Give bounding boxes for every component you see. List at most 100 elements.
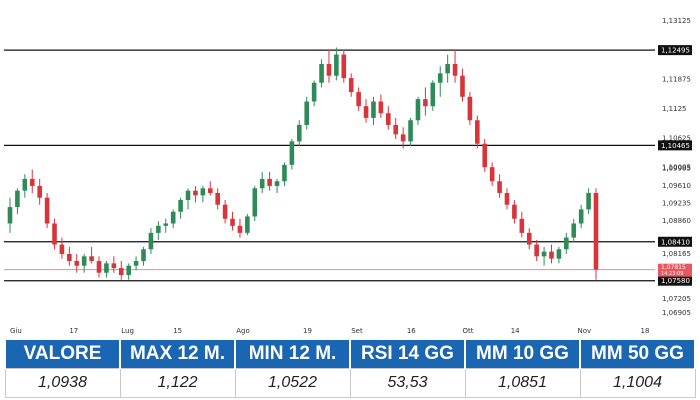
candle-body [512, 204, 517, 219]
candlestick-chart: 1,13125 1,11875 1,1125 1,10625 1,10005 1,0998… [4, 17, 692, 335]
y-tick-label: 1,09235 [662, 200, 691, 208]
candle-body [460, 75, 465, 97]
candle-body [148, 232, 154, 250]
candle-body [178, 200, 183, 212]
candle-body [267, 178, 272, 186]
candle-body [170, 211, 176, 224]
value-mm-50gg: 1,1004 [579, 368, 696, 398]
candle-body [126, 265, 131, 276]
x-tick-label: Ott [462, 327, 473, 335]
header-min-12m: MIN 12 M. [234, 340, 351, 369]
candle-body [541, 251, 547, 257]
level-tag [658, 275, 692, 286]
candle-body [556, 249, 562, 259]
level-label: 1,10465 [661, 142, 690, 150]
level-label: 1,07580 [661, 277, 690, 285]
candle-body [282, 164, 287, 182]
x-tick-label: Nov [577, 327, 591, 335]
x-tick-label: 15 [173, 327, 182, 335]
candle-body [578, 209, 584, 224]
candle-body [207, 188, 213, 193]
candle-body [156, 225, 161, 233]
candle-body [230, 218, 235, 226]
candle-body [237, 225, 243, 233]
y-tick-label: 1,07205 [662, 295, 691, 303]
candle-body [74, 261, 80, 266]
candle-body [274, 181, 280, 186]
candle-body [59, 244, 65, 254]
candle-body [586, 192, 591, 210]
candle-body [334, 54, 339, 76]
y-tick-label: 1,10005 [662, 163, 691, 171]
candle-body [341, 54, 347, 79]
candle-body [519, 218, 525, 233]
candle-body [571, 223, 577, 238]
x-tick-label: 18 [641, 327, 650, 335]
y-tick-label: 1,1125 [662, 105, 687, 113]
y-tick-label: 1,08860 [662, 217, 691, 225]
candle-body [163, 223, 169, 226]
candle-body [185, 190, 191, 201]
value-rsi-14gg: 53,53 [349, 368, 466, 398]
y-tick-label: 1,06905 [662, 309, 691, 317]
x-tick-label: 14 [511, 327, 520, 335]
value-max-12m: 1,122 [119, 368, 236, 398]
level-label: 1,08410 [661, 238, 690, 246]
current-price-countdown: 14:23:09 [661, 271, 683, 277]
x-tick-label: Giu [10, 327, 22, 335]
x-tick-label: 17 [69, 327, 78, 335]
candle-body [215, 192, 220, 205]
candle-body [445, 63, 450, 74]
candle-body [371, 101, 376, 118]
y-tick-label: 1,09985 [662, 164, 691, 172]
candle-body [467, 96, 473, 121]
candle-body [200, 188, 206, 196]
candle-body [593, 192, 599, 270]
x-tick-label: Set [351, 327, 363, 335]
candle-body [104, 263, 109, 273]
candle-body [7, 207, 13, 224]
candle-body [89, 256, 94, 262]
candle-body [549, 251, 554, 259]
candle-body [437, 73, 443, 83]
current-price-tag [658, 263, 692, 277]
candle-body [29, 178, 35, 186]
candle-body [452, 63, 458, 76]
candle-body [363, 106, 369, 118]
x-tick-label: 19 [303, 327, 312, 335]
candle-body [475, 120, 480, 144]
chart-svg: 1,13125 1,11875 1,1125 1,10625 1,100051,0998… [4, 17, 692, 335]
stats-table: VALORE MAX 12 M. MIN 12 M. RSI 14 GG MM … [4, 340, 696, 398]
candle-body [44, 197, 50, 224]
candle-body [193, 190, 198, 196]
header-valore: VALORE [4, 340, 121, 369]
level-tag [658, 45, 692, 56]
candle-body [296, 124, 302, 142]
candle-body [489, 167, 495, 182]
candle-body [96, 261, 102, 273]
candle-body [534, 244, 539, 257]
y-tick-label: 1,08165 [662, 250, 691, 258]
candle-body [259, 178, 265, 189]
header-mm-10gg: MM 10 GG [464, 340, 581, 369]
candle-body [304, 101, 310, 125]
value-mm-10gg: 1,0851 [464, 368, 581, 398]
candle-body [423, 99, 428, 107]
candle-body [245, 216, 250, 233]
candle-body [526, 232, 532, 245]
candle-body [141, 249, 146, 262]
candle-body [319, 63, 324, 83]
y-tick-label: 1,10625 [662, 134, 691, 142]
candle-body [52, 223, 57, 245]
candle-body [252, 188, 258, 217]
candle-body [37, 185, 42, 198]
level-label: 1,12495 [661, 47, 690, 55]
candle-body [400, 134, 406, 142]
y-tick-label: 1,11875 [662, 76, 691, 84]
candle-body [22, 178, 28, 191]
candle-body [378, 101, 384, 114]
y-tick-label: 1,09610 [662, 182, 691, 190]
stats-value-row: 1,0938 1,122 1,0522 53,53 1,0851 1,1004 [4, 368, 696, 398]
candle-body [289, 141, 295, 165]
candle-body [118, 268, 124, 276]
